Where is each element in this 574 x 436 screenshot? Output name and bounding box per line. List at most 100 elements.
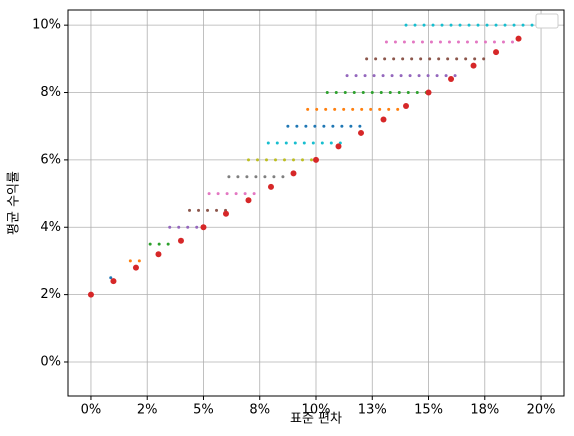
scatter-point [492,40,496,44]
scatter-point [148,242,152,246]
scatter-point [447,40,451,44]
scatter-point [263,175,267,179]
scatter-point [503,23,507,27]
x-tick-label: 8% [249,403,270,418]
scatter-point [501,40,505,44]
scatter-point [417,74,421,78]
scatter-point [410,57,414,61]
scatter-point [177,225,181,229]
scatter-point [322,124,326,128]
scatter-point [295,124,299,128]
scatter-point [282,158,286,162]
scatter-point [315,107,319,111]
scatter-point [87,291,94,298]
scatter-point [302,141,306,145]
scatter-point [425,89,432,96]
scatter-point [137,259,141,263]
scatter-point [396,107,400,111]
scatter-point [245,197,252,204]
scatter-point [109,276,113,280]
scatter-point [340,124,344,128]
scatter-point [358,124,362,128]
y-tick-label: 4% [40,220,61,235]
scatter-point [273,158,277,162]
scatter-point [453,74,457,78]
scatter-point [438,40,442,44]
scatter-point [264,158,268,162]
scatter-point [446,57,450,61]
scatter-point [411,40,415,44]
scatter-point [313,124,317,128]
scatter-point [177,237,184,244]
scatter-point [157,242,161,246]
scatter-point [225,192,229,196]
scatter-point [345,74,349,78]
scatter-point [406,91,410,95]
grid [68,10,564,396]
scatter-point [349,124,353,128]
scatter-point [222,210,229,217]
scatter-point [234,192,238,196]
scatter-point [413,23,417,27]
y-tick-label: 2% [40,287,61,302]
scatter-point [293,141,297,145]
scatter-point [390,74,394,78]
scatter-point [166,242,170,246]
scatter-point [482,57,486,61]
y-tick-label: 6% [40,152,61,167]
scatter-point [384,40,388,44]
scatter-point [510,40,514,44]
scatter-point [304,124,308,128]
scatter-point [284,141,288,145]
scatter-point [431,23,435,27]
x-axis-label: 표준 편차 [290,412,342,427]
scatter-point [458,23,462,27]
legend [535,13,559,29]
scatter-point [397,91,401,95]
scatter-point [380,116,387,123]
scatter-point [483,40,487,44]
scatter-point [402,40,406,44]
scatter-point [422,23,426,27]
scatter-point [255,158,259,162]
scatter-point [374,57,378,61]
scatter-point [420,40,424,44]
scatter-point [354,74,358,78]
y-tick-label: 0% [40,354,61,369]
scatter-point [331,124,335,128]
scatter-point [267,183,274,190]
scatter-point [408,74,412,78]
scatter-point [437,57,441,61]
scatter-point [369,107,373,111]
scatter-point [306,107,310,111]
scatter-point [456,40,460,44]
scatter-point [266,141,270,145]
scatter-point [195,225,199,229]
scatter-point [132,264,139,271]
scatter-point [313,156,319,163]
scatter-point [110,278,117,285]
scatter-point [388,91,392,95]
scatter-point [440,23,444,27]
scatter-point [227,175,231,179]
scatter-point [494,23,498,27]
y-axis-label: 평균 수익률 [7,171,22,235]
scatter-point [399,74,403,78]
scatter-point [365,57,369,61]
scatter-point [186,225,190,229]
scatter-point [335,143,342,150]
scatter-point [290,170,297,177]
scatter-point [429,40,433,44]
scatter-point [393,40,397,44]
y-tick-label: 8% [40,85,61,100]
scatter-point [473,57,477,61]
x-tick-label: 10% [302,403,331,418]
scatter-point [515,35,522,42]
x-tick-label: 2% [137,403,158,418]
scatter-point [474,40,478,44]
scatter-point [246,158,250,162]
scatter-point [215,208,219,212]
scatter-point [387,107,391,111]
scatter-point [435,74,439,78]
scatter-point [206,208,210,212]
